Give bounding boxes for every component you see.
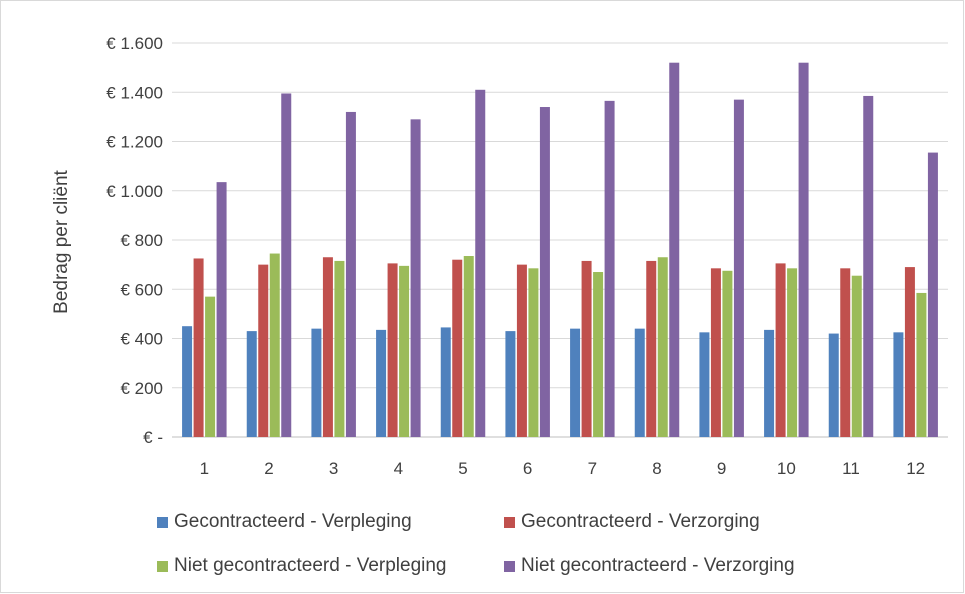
bar-series-4-cat-10 — [798, 62, 809, 437]
bar-series-1-cat-9 — [699, 332, 710, 437]
x-tick-label: 2 — [264, 459, 273, 478]
bar-series-4-cat-5 — [475, 89, 486, 437]
y-axis-tick-labels: € - € 200 € 400 € 600 € 800 € 1.000 € 1.200 € 1… — [106, 34, 163, 447]
bar-series-2-cat-1 — [193, 258, 204, 437]
bar-series-3-cat-9 — [722, 270, 733, 437]
y-tick-label: € 400 — [120, 330, 163, 349]
bar-series-4-cat-2 — [281, 93, 292, 437]
bar-series-3-cat-2 — [269, 253, 280, 437]
bar-series-4-cat-11 — [863, 95, 874, 437]
bar-series-2-cat-5 — [452, 259, 463, 437]
bar-series-2-cat-11 — [840, 268, 851, 437]
bar-series-3-cat-4 — [399, 265, 410, 437]
y-tick-label: € 600 — [120, 280, 163, 299]
x-tick-label: 3 — [329, 459, 338, 478]
bar-series-2-cat-6 — [516, 264, 527, 438]
x-tick-label: 4 — [394, 459, 403, 478]
bar-series-2-cat-2 — [258, 264, 269, 438]
y-tick-label: € 1.600 — [106, 34, 163, 53]
y-tick-label: € 800 — [120, 231, 163, 250]
y-axis-label: Bedrag per cliënt — [51, 169, 72, 313]
bar-series-4-cat-8 — [669, 62, 680, 437]
x-tick-label: 11 — [842, 459, 860, 478]
bar-series-4-cat-7 — [604, 100, 615, 438]
bar-series-3-cat-6 — [528, 268, 539, 437]
bar-series-4-cat-9 — [733, 99, 744, 437]
x-axis-tick-labels: 1 2 3 4 5 6 7 8 9 10 11 12 — [200, 459, 926, 478]
bar-series-1-cat-3 — [311, 328, 322, 437]
bar-series-1-cat-7 — [570, 328, 581, 437]
bar-series-2-cat-8 — [646, 260, 657, 437]
bar-series-3-cat-1 — [205, 296, 216, 437]
y-tick-label: € 1.200 — [106, 133, 163, 152]
bar-series-1-cat-10 — [764, 329, 775, 437]
bar-series-4-cat-12 — [927, 152, 938, 437]
bar-series-3-cat-12 — [916, 292, 927, 437]
x-tick-label: 1 — [200, 459, 209, 478]
bar-series-3-cat-8 — [657, 257, 668, 437]
bar-series-3-cat-7 — [593, 272, 604, 437]
bar-series-1-cat-6 — [505, 331, 516, 437]
bar-series-4-cat-6 — [539, 107, 550, 438]
x-tick-label: 12 — [906, 459, 925, 478]
y-tick-label: € 200 — [120, 379, 163, 398]
bar-series-1-cat-12 — [893, 332, 904, 437]
bar-series-4-cat-1 — [216, 182, 227, 437]
bar-series-1-cat-5 — [440, 327, 451, 437]
x-tick-label: 10 — [777, 459, 796, 478]
bar-series-1-cat-8 — [634, 328, 645, 437]
y-tick-label: € 1.400 — [106, 83, 163, 102]
bar-series-2-cat-10 — [775, 263, 786, 437]
bar-series-4-cat-3 — [345, 111, 356, 437]
bar-series-2-cat-9 — [710, 268, 721, 437]
bar-series-1-cat-4 — [376, 329, 387, 437]
gridlines — [172, 42, 948, 438]
bar-series-3-cat-11 — [851, 275, 862, 437]
bar-series-1-cat-1 — [182, 326, 193, 437]
bar-series-4-cat-4 — [410, 119, 421, 437]
x-tick-label: 7 — [588, 459, 597, 478]
x-tick-label: 9 — [717, 459, 726, 478]
bar-series-3-cat-3 — [334, 260, 345, 437]
bars — [182, 62, 938, 438]
x-tick-label: 6 — [523, 459, 532, 478]
bar-series-2-cat-7 — [581, 260, 592, 437]
x-tick-label: 5 — [458, 459, 467, 478]
bar-series-2-cat-3 — [322, 257, 333, 437]
bar-series-2-cat-12 — [904, 267, 915, 437]
x-tick-label: 8 — [652, 459, 661, 478]
bar-series-3-cat-5 — [463, 256, 474, 437]
bar-series-3-cat-10 — [787, 268, 798, 437]
y-tick-label: € - — [143, 428, 163, 447]
bar-series-2-cat-4 — [387, 263, 398, 437]
bar-series-1-cat-11 — [828, 333, 839, 437]
y-tick-label: € 1.000 — [106, 182, 163, 201]
bar-series-1-cat-2 — [246, 331, 257, 437]
